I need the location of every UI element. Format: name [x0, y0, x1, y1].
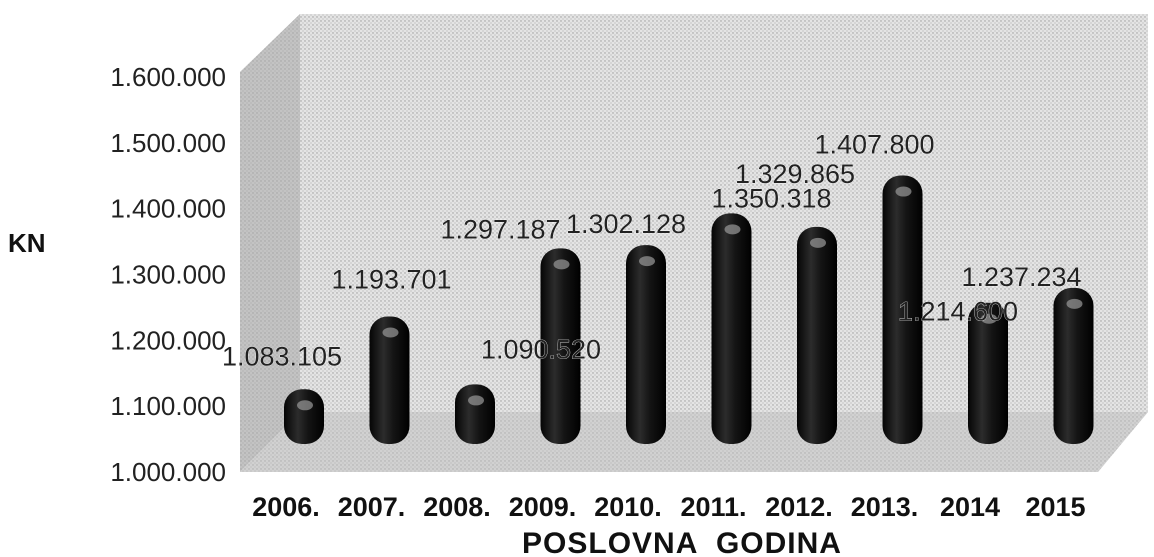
x-axis-ticks: 2006. 2007. 2008. 2009. 2010. 2011. 2012. 2013.… [252, 492, 1085, 522]
y-axis-ticks: 1.000.000 1.100.000 1.200.000 1.300.000 1.40… [110, 62, 226, 487]
side-wall-texture [240, 14, 300, 472]
bar-highlight [297, 400, 313, 411]
bar [540, 248, 581, 444]
bar [369, 316, 410, 444]
x-tick-label: 2010. [594, 492, 662, 522]
bar-highlight [981, 313, 997, 324]
x-tick-label: 2013. [851, 492, 919, 522]
bar [284, 389, 324, 444]
data-label: 1.214.600 [898, 297, 1018, 327]
data-label: 1.329.865 [735, 159, 855, 189]
bar [968, 302, 1008, 444]
data-label: 1.297.187 [440, 214, 560, 244]
bar-highlight [382, 327, 399, 338]
bar-highlight [724, 224, 741, 235]
bar [1053, 287, 1094, 444]
data-label: 1.090.520 [481, 334, 601, 364]
y-tick-label: 1.200.000 [110, 325, 226, 355]
x-tick-label: 2012. [765, 492, 833, 522]
back-wall [300, 14, 1148, 412]
data-label: 1.083.105 [222, 341, 342, 371]
bar-highlight [810, 237, 826, 248]
bar [711, 213, 752, 444]
x-tick-label: 2008. [423, 492, 491, 522]
x-tick-label: 2011. [680, 492, 746, 522]
bar [797, 226, 837, 444]
data-label: 1.350.318 [711, 183, 831, 213]
x-tick-label: 2009. [509, 492, 577, 522]
y-tick-label: 1.600.000 [110, 62, 226, 92]
bar-highlight [1066, 298, 1083, 309]
x-tick-label: 2006. [252, 492, 320, 522]
y-tick-label: 1.300.000 [110, 260, 226, 290]
x-tick-label: 2014 [940, 492, 1000, 522]
data-label: 1.302.128 [566, 209, 686, 239]
bar [626, 245, 666, 444]
y-tick-label: 1.100.000 [110, 391, 226, 421]
bar-highlight [553, 259, 570, 270]
data-label: 1.237.234 [961, 262, 1081, 292]
data-labels: 1.083.105 1.193.701 1.090.520 1.297.187 1.30… [222, 129, 1082, 371]
data-label: 1.407.800 [814, 130, 934, 160]
data-label: 1.193.701 [331, 264, 451, 294]
bar-highlight [468, 395, 484, 406]
x-axis-label: POSLOVNA GODINA [522, 527, 842, 557]
y-tick-label: 1.000.000 [110, 457, 226, 487]
y-tick-label: 1.500.000 [110, 128, 226, 158]
bar-highlight [639, 256, 655, 267]
bar [882, 175, 923, 444]
bars [284, 175, 1094, 444]
y-axis-label: KN [8, 228, 46, 258]
x-tick-label: 2015 [1025, 492, 1085, 522]
y-tick-label: 1.400.000 [110, 194, 226, 224]
bar-highlight [895, 186, 912, 197]
bar [455, 384, 495, 444]
x-tick-label: 2007. [338, 492, 406, 522]
